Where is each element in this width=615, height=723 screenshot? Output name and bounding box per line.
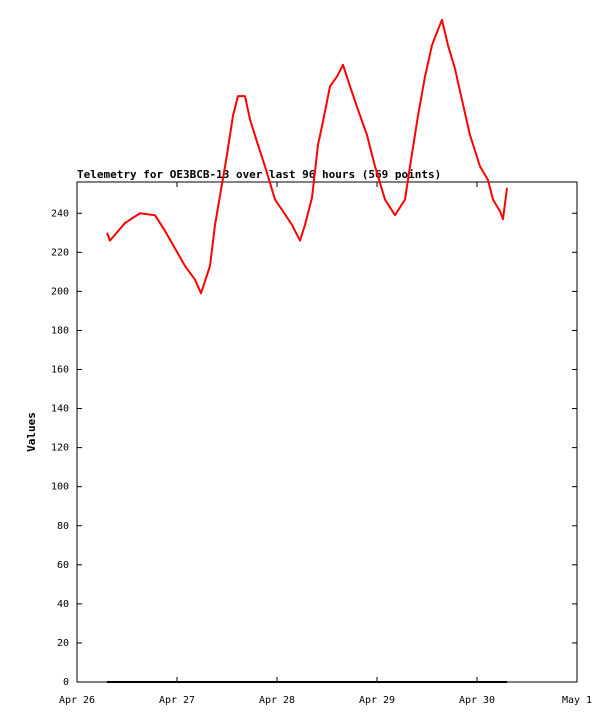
y-tick-label: 180 bbox=[51, 325, 69, 336]
x-tick-label: Apr 27 bbox=[159, 695, 195, 706]
y-tick-label: 20 bbox=[57, 638, 69, 649]
y-tick-label: 140 bbox=[51, 404, 69, 415]
x-tick-label: Apr 28 bbox=[259, 695, 295, 706]
x-tick-label: Apr 26 bbox=[59, 695, 95, 706]
y-tick-label: 220 bbox=[51, 247, 69, 258]
y-tick-label: 200 bbox=[51, 286, 69, 297]
y-tick-label: 120 bbox=[51, 443, 69, 454]
x-tick-label: Apr 29 bbox=[359, 695, 395, 706]
chart-title: Telemetry for OE3BCB-13 over last 96 hou… bbox=[77, 168, 441, 181]
x-tick-label: May 1 bbox=[562, 695, 592, 706]
y-tick-label: 160 bbox=[51, 365, 69, 376]
x-tick-label: Apr 30 bbox=[459, 695, 495, 706]
y-tick-label: 100 bbox=[51, 482, 69, 493]
y-tick-label: 60 bbox=[57, 560, 69, 571]
data-line bbox=[106, 18, 508, 295]
y-tick-label: 40 bbox=[57, 599, 69, 610]
y-tick-label: 0 bbox=[63, 677, 69, 688]
plot-frame bbox=[76, 181, 578, 683]
y-axis-label: Values bbox=[25, 412, 38, 452]
y-tick-label: 240 bbox=[51, 208, 69, 219]
y-tick-label: 80 bbox=[57, 521, 69, 532]
